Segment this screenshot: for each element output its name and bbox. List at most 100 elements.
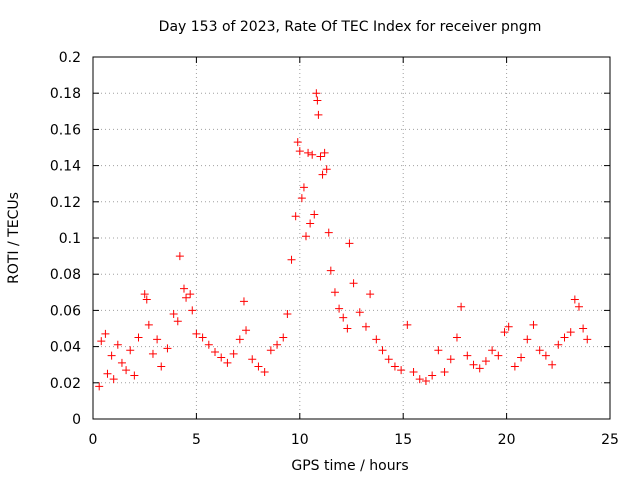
data-point: [295, 147, 304, 156]
data-point: [148, 349, 157, 358]
data-point: [186, 290, 195, 299]
data-point: [548, 360, 557, 369]
data-point: [299, 183, 308, 192]
data-point: [318, 170, 327, 179]
x-tick-label: 25: [601, 432, 619, 448]
data-point: [355, 308, 364, 317]
data-point: [254, 362, 263, 371]
data-point: [579, 324, 588, 333]
scatter-points: [95, 89, 592, 391]
y-tick-label: 0: [72, 412, 81, 428]
data-point: [415, 375, 424, 384]
x-tick-labels: 0 5 10 15 20 25: [89, 432, 619, 448]
data-point: [457, 302, 466, 311]
data-point: [306, 219, 315, 228]
x-tick-label: 5: [192, 432, 201, 448]
data-point: [310, 210, 319, 219]
data-point: [109, 375, 118, 384]
data-point: [182, 293, 191, 302]
data-point: [302, 232, 311, 241]
data-point: [403, 320, 412, 329]
data-point: [107, 351, 116, 360]
data-point: [523, 335, 532, 344]
data-point: [179, 284, 188, 293]
data-point: [504, 322, 513, 331]
y-axis-label: ROTI / TECUs: [6, 192, 22, 284]
data-point: [248, 355, 257, 364]
data-point: [95, 382, 104, 391]
y-tick-label: 0.04: [50, 340, 81, 356]
data-point: [297, 194, 306, 203]
data-point: [273, 340, 282, 349]
data-point: [349, 279, 358, 288]
data-point: [188, 306, 197, 315]
data-point: [384, 355, 393, 364]
data-point: [583, 335, 592, 344]
y-tick-label: 0.1: [59, 231, 81, 247]
data-point: [428, 371, 437, 380]
data-point: [322, 165, 331, 174]
data-point: [560, 333, 569, 342]
data-point: [494, 351, 503, 360]
data-point: [134, 333, 143, 342]
data-point: [529, 320, 538, 329]
data-point: [229, 349, 238, 358]
data-point: [235, 335, 244, 344]
data-point: [535, 346, 544, 355]
data-point: [122, 366, 131, 375]
y-tick-label: 0.02: [50, 376, 81, 392]
data-point: [320, 148, 329, 157]
data-point: [130, 371, 139, 380]
data-point: [488, 346, 497, 355]
y-tick-label: 0.2: [59, 50, 81, 66]
data-point: [223, 358, 232, 367]
data-point: [117, 358, 126, 367]
y-tick-label: 0.16: [50, 122, 81, 138]
grid-lines: [93, 57, 610, 419]
data-point: [330, 288, 339, 297]
data-point: [517, 353, 526, 362]
data-point: [335, 304, 344, 313]
data-point: [198, 333, 207, 342]
data-point: [103, 369, 112, 378]
data-point: [316, 152, 325, 161]
data-point: [390, 362, 399, 371]
data-point: [372, 335, 381, 344]
data-point: [463, 351, 472, 360]
data-point: [421, 376, 430, 385]
data-point: [217, 353, 226, 362]
data-point: [366, 290, 375, 299]
y-tick-label: 0.14: [50, 159, 81, 175]
data-point: [326, 266, 335, 275]
data-point: [142, 295, 151, 304]
data-point: [157, 362, 166, 371]
data-point: [475, 364, 484, 373]
data-point: [446, 355, 455, 364]
data-point: [126, 346, 135, 355]
data-point: [440, 367, 449, 376]
x-tick-label: 20: [498, 432, 516, 448]
data-point: [169, 310, 178, 319]
data-point: [312, 89, 321, 98]
data-point: [409, 367, 418, 376]
data-point: [314, 110, 323, 119]
data-point: [378, 346, 387, 355]
data-point: [101, 329, 110, 338]
data-point: [397, 366, 406, 375]
data-point: [313, 96, 322, 105]
x-tick-label: 10: [291, 432, 309, 448]
axis-ticks: [92, 56, 611, 420]
data-point: [339, 313, 348, 322]
x-tick-label: 15: [394, 432, 412, 448]
y-tick-label: 0.08: [50, 267, 81, 283]
data-point: [266, 346, 275, 355]
data-point: [345, 239, 354, 248]
data-point: [566, 328, 575, 337]
data-point: [97, 337, 106, 346]
data-point: [153, 335, 162, 344]
data-point: [574, 302, 583, 311]
data-point: [452, 333, 461, 342]
data-point: [570, 295, 579, 304]
y-tick-label: 0.06: [50, 303, 81, 319]
data-point: [434, 346, 443, 355]
